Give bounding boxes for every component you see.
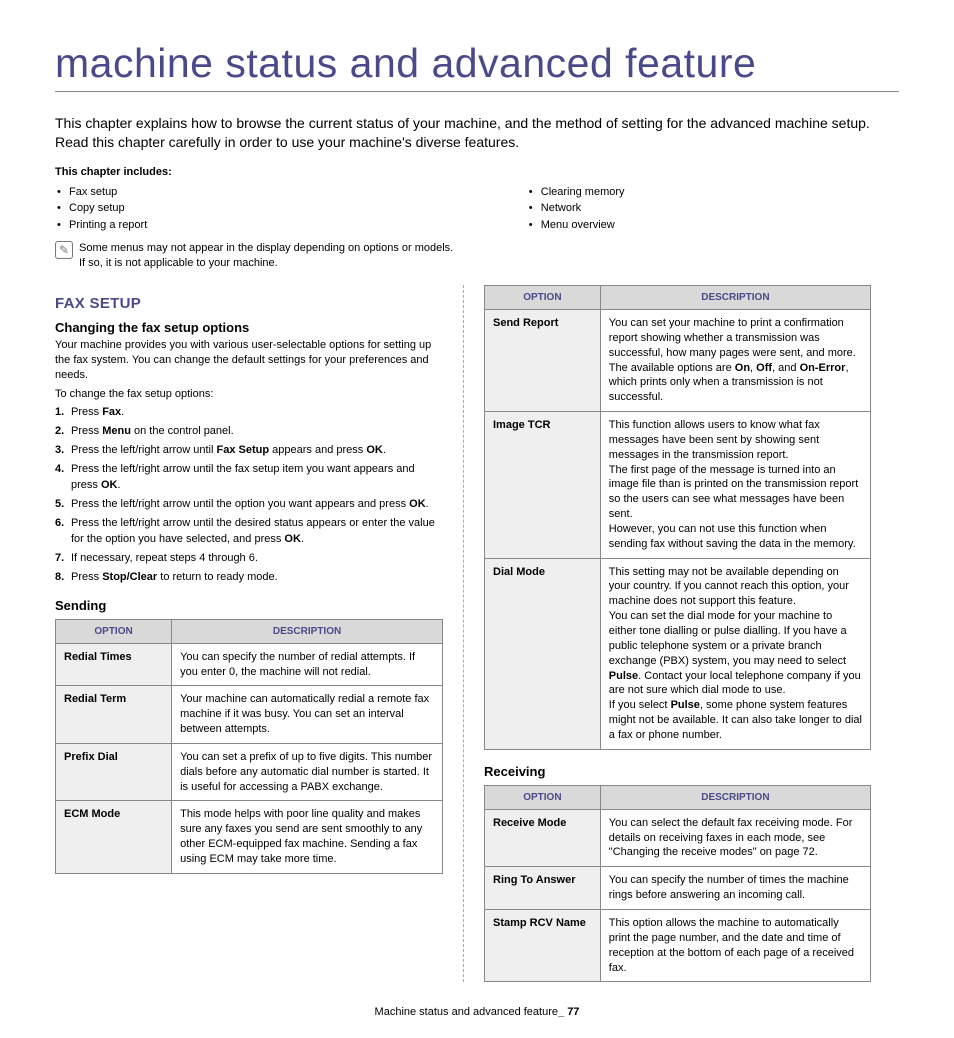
option-cell: Send Report (485, 309, 601, 411)
content-columns: FAX SETUP Changing the fax setup options… (55, 285, 899, 982)
table-row: Ring To AnswerYou can specify the number… (485, 867, 871, 910)
right-top-table: OptionDescriptionSend ReportYou can set … (484, 285, 871, 750)
table-header: Option (485, 285, 601, 309)
description-cell: You can set a prefix of up to five digit… (172, 743, 443, 801)
description-cell: This mode helps with poor line quality a… (172, 801, 443, 873)
table-header: Option (485, 785, 601, 809)
sending-table: OptionDescriptionRedial TimesYou can spe… (55, 619, 443, 874)
fax-setup-body-1: Your machine provides you with various u… (55, 338, 443, 383)
fax-setup-heading: FAX SETUP (55, 295, 443, 312)
table-row: Redial TermYour machine can automaticall… (56, 686, 443, 744)
step-item: 1.Press Fax. (71, 405, 443, 421)
step-item: 4.Press the left/right arrow until the f… (71, 462, 443, 494)
table-row: Redial TimesYou can specify the number o… (56, 643, 443, 686)
note-icon: ✎ (55, 241, 73, 259)
page-footer: Machine status and advanced feature_ 77 (55, 1006, 899, 1018)
step-item: 7.If necessary, repeat steps 4 through 6… (71, 551, 443, 567)
description-cell: You can specify the number of redial att… (172, 643, 443, 686)
title-rule (55, 91, 899, 92)
toc-list-left: Fax setupCopy setupPrinting a report (55, 184, 457, 234)
table-row: Prefix DialYou can set a prefix of up to… (56, 743, 443, 801)
table-header: Description (600, 285, 870, 309)
step-item: 3.Press the left/right arrow until Fax S… (71, 443, 443, 459)
option-cell: Receive Mode (485, 809, 601, 867)
table-row: ECM ModeThis mode helps with poor line q… (56, 801, 443, 873)
table-row: Stamp RCV NameThis option allows the mac… (485, 909, 871, 981)
table-header: Description (172, 619, 443, 643)
description-cell: This setting may not be available depend… (600, 558, 870, 749)
toc-item: Printing a report (69, 217, 457, 234)
note-row: ✎ Some menus may not appear in the displ… (55, 241, 457, 271)
table-row: Image TCRThis function allows users to k… (485, 412, 871, 559)
table-row: Receive ModeYou can select the default f… (485, 809, 871, 867)
fax-setup-body-2: To change the fax setup options: (55, 387, 443, 402)
table-row: Send ReportYou can set your machine to p… (485, 309, 871, 411)
right-column: OptionDescriptionSend ReportYou can set … (463, 285, 871, 982)
sending-heading: Sending (55, 598, 443, 613)
table-header: Option (56, 619, 172, 643)
option-cell: Stamp RCV Name (485, 909, 601, 981)
description-cell: You can select the default fax receiving… (600, 809, 870, 867)
table-header: Description (600, 785, 870, 809)
table-row: Dial ModeThis setting may not be availab… (485, 558, 871, 749)
page-title: machine status and advanced feature (55, 40, 899, 87)
description-cell: This option allows the machine to automa… (600, 909, 870, 981)
includes-label: This chapter includes: (55, 166, 899, 178)
option-cell: Redial Term (56, 686, 172, 744)
step-item: 8.Press Stop/Clear to return to ready mo… (71, 570, 443, 586)
description-cell: You can specify the number of times the … (600, 867, 870, 910)
toc-item: Fax setup (69, 184, 457, 201)
steps-list: 1.Press Fax. 2.Press Menu on the control … (55, 405, 443, 585)
changing-options-heading: Changing the fax setup options (55, 320, 443, 335)
footer-page-number: _ 77 (558, 1006, 579, 1018)
description-cell: Your machine can automatically redial a … (172, 686, 443, 744)
option-cell: Image TCR (485, 412, 601, 559)
toc-columns: Fax setupCopy setupPrinting a report ✎ S… (55, 184, 899, 285)
toc-item: Network (541, 200, 899, 217)
step-item: 5.Press the left/right arrow until the o… (71, 497, 443, 513)
receiving-table: OptionDescriptionReceive ModeYou can sel… (484, 785, 871, 983)
toc-item: Clearing memory (541, 184, 899, 201)
option-cell: Dial Mode (485, 558, 601, 749)
description-cell: You can set your machine to print a conf… (600, 309, 870, 411)
left-column: FAX SETUP Changing the fax setup options… (55, 285, 463, 982)
footer-text: Machine status and advanced feature (375, 1006, 558, 1018)
step-item: 6.Press the left/right arrow until the d… (71, 516, 443, 548)
note-text: Some menus may not appear in the display… (79, 241, 457, 271)
intro-paragraph: This chapter explains how to browse the … (55, 114, 899, 152)
toc-item: Copy setup (69, 200, 457, 217)
option-cell: ECM Mode (56, 801, 172, 873)
option-cell: Prefix Dial (56, 743, 172, 801)
toc-list-right: Clearing memoryNetworkMenu overview (527, 184, 899, 234)
description-cell: This function allows users to know what … (600, 412, 870, 559)
step-item: 2.Press Menu on the control panel. (71, 424, 443, 440)
toc-item: Menu overview (541, 217, 899, 234)
option-cell: Ring To Answer (485, 867, 601, 910)
option-cell: Redial Times (56, 643, 172, 686)
receiving-heading: Receiving (484, 764, 871, 779)
